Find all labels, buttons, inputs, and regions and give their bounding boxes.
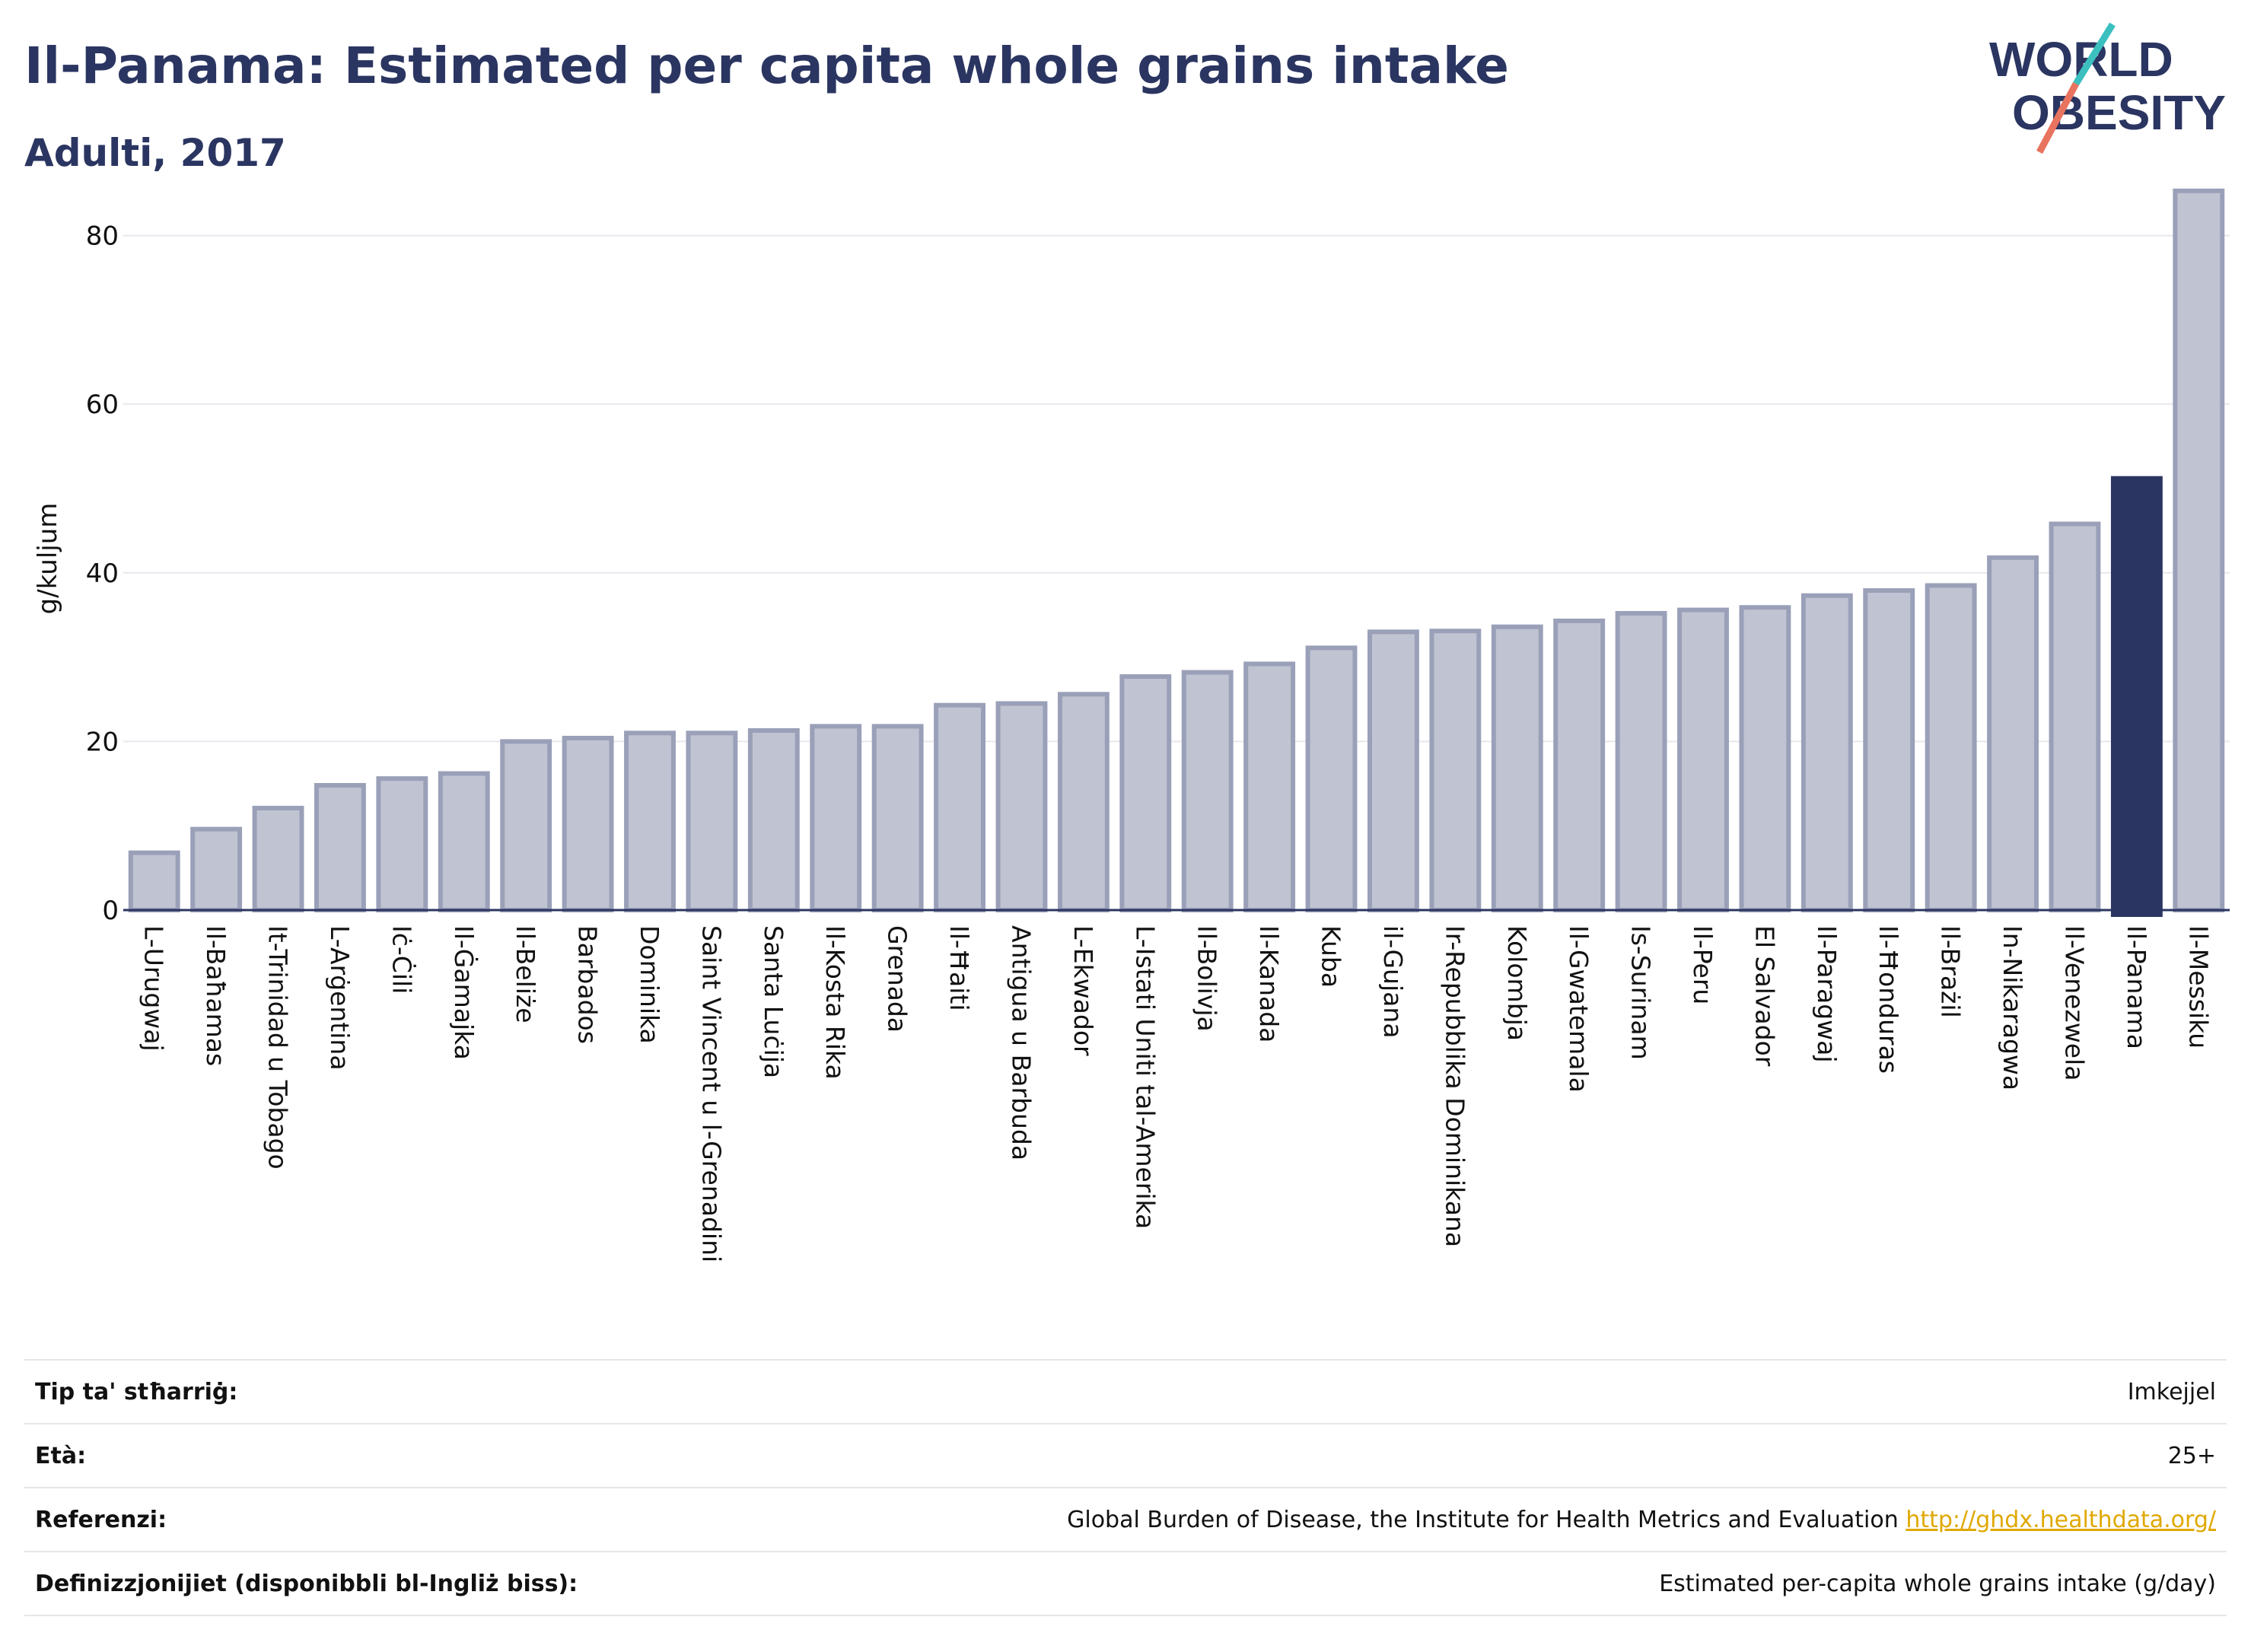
bar xyxy=(1800,593,1853,912)
x-tick-label: Il-Brażil xyxy=(1936,925,1966,1018)
x-tick-label: Il-Ħaiti xyxy=(944,925,974,1011)
bar xyxy=(1615,610,1667,913)
reference-text: Global Burden of Disease, the Institute … xyxy=(1067,1506,1899,1533)
x-tick-label: Il-Bolivja xyxy=(1192,925,1222,1032)
x-tick-label: Il-Peru xyxy=(1688,925,1718,1004)
meta-row-definitions: Definizzjonijiet (disponibbli bl-Ingliż … xyxy=(24,1551,2227,1616)
logo-slash-coral xyxy=(2036,81,2079,154)
x-tick-label: Santa Luċija xyxy=(759,925,788,1078)
bar xyxy=(624,731,676,913)
meta-label: Referenzi: xyxy=(35,1506,167,1533)
bars xyxy=(128,188,2225,917)
x-tick-label: Il-Gwatemala xyxy=(1564,925,1594,1093)
y-axis-ticks: 0 20 40 60 80 xyxy=(86,221,119,926)
bar xyxy=(562,735,614,912)
x-tick-label: il-Gujana xyxy=(1378,925,1408,1038)
x-tick-label: Grenada xyxy=(883,925,912,1033)
reference-link[interactable]: http://ghdx.healthdata.org/ xyxy=(1906,1506,2216,1533)
bar xyxy=(1553,618,1606,913)
bar xyxy=(376,776,428,913)
x-tick-label: Il-Messiku xyxy=(2183,925,2213,1049)
bar-highlight xyxy=(2110,476,2163,917)
meta-label: Definizzjonijiet (disponibbli bl-Ingliż … xyxy=(35,1570,578,1597)
meta-value: Estimated per-capita whole grains intake… xyxy=(1659,1570,2216,1597)
world-obesity-logo: WORLD OBESITY xyxy=(1989,23,2226,154)
x-tick-label: L-Ekwador xyxy=(1068,925,1098,1056)
bar xyxy=(1119,674,1172,913)
bar xyxy=(1863,588,1915,913)
x-tick-label: Kuba xyxy=(1317,925,1346,988)
meta-label: Tip ta' stħarriġ: xyxy=(35,1378,238,1405)
x-tick-label: L-Arġentina xyxy=(325,925,355,1071)
x-tick-label: Barbados xyxy=(573,925,603,1044)
meta-row-references: Referenzi: Global Burden of Disease, the… xyxy=(24,1487,2227,1551)
y-tick-label: 0 xyxy=(102,896,119,926)
y-tick-label: 40 xyxy=(86,559,119,589)
x-tick-label: Saint Vincent u l-Grenadini xyxy=(696,925,726,1262)
meta-value: 25+ xyxy=(2167,1442,2216,1469)
y-tick-label: 60 xyxy=(86,390,119,420)
bar xyxy=(2173,188,2225,912)
bar xyxy=(871,724,924,912)
x-tick-label: L-Istati Uniti tal-Amerika xyxy=(1130,925,1160,1229)
x-tick-label: El Salvador xyxy=(1750,925,1779,1067)
meta-label: Età: xyxy=(35,1442,87,1469)
x-tick-label: Antigua u Barbuda xyxy=(1006,925,1036,1160)
x-tick-label: Dominika xyxy=(635,925,664,1044)
bar xyxy=(747,727,800,912)
bar xyxy=(314,783,366,912)
bar xyxy=(1057,692,1110,912)
x-tick-label: Il-Beliże xyxy=(511,925,540,1023)
bar xyxy=(252,805,304,912)
meta-row-survey-type: Tip ta' stħarriġ: Imkejjel xyxy=(24,1359,2227,1423)
meta-value: Global Burden of Disease, the Institute … xyxy=(1067,1507,2216,1533)
x-tick-label: Il-Panama xyxy=(2122,925,2151,1049)
x-tick-label: Il-Paragwaj xyxy=(1812,925,1842,1063)
x-tick-label: Kolombja xyxy=(1502,925,1532,1041)
x-tick-label: In-Nikaragwa xyxy=(1998,925,2027,1090)
chart-subtitle: Adulti, 2017 xyxy=(24,131,286,175)
bar xyxy=(1367,629,1419,913)
bar xyxy=(1491,624,1543,912)
bar xyxy=(995,701,1048,912)
bar-chart: 0 20 40 60 80 L-Urugwaj Il-Baħamas It-Trinidad… xyxy=(33,188,2230,1262)
x-tick-label: Il-Kanada xyxy=(1254,925,1284,1042)
bar xyxy=(1429,629,1482,912)
bar xyxy=(810,724,862,912)
y-axis-title: g/kuljum xyxy=(33,503,63,615)
x-tick-label: Is-Surinam xyxy=(1626,925,1656,1060)
metadata-table: Tip ta' stħarriġ: Imkejjel Età: 25+ Refe… xyxy=(24,1359,2227,1616)
x-tick-label: Il-Kosta Rika xyxy=(820,925,850,1080)
bar xyxy=(1739,605,1791,912)
x-tick-label: Il-Ġamajka xyxy=(449,925,479,1060)
bar xyxy=(500,739,552,912)
bar xyxy=(1305,645,1358,912)
bar xyxy=(1987,555,2039,912)
x-axis-labels: L-Urugwaj Il-Baħamas It-Trinidad u Tobago L… xyxy=(139,925,2214,1262)
bar xyxy=(438,771,490,913)
meta-row-age: Età: 25+ xyxy=(24,1423,2227,1487)
y-tick-label: 20 xyxy=(86,727,119,757)
bar xyxy=(190,826,243,912)
bar xyxy=(128,850,180,912)
bar xyxy=(1925,583,1977,912)
meta-value: Imkejjel xyxy=(2127,1378,2216,1405)
x-tick-label: Iċ-Ċili xyxy=(387,925,417,994)
bar xyxy=(1243,661,1296,912)
x-tick-label: Il-Ħonduras xyxy=(1874,925,1903,1074)
x-tick-label: Il-Baħamas xyxy=(201,925,231,1066)
x-tick-label: It-Trinidad u Tobago xyxy=(263,925,293,1170)
bar xyxy=(686,731,738,913)
logo-slash-teal xyxy=(2073,23,2116,86)
chart-title: Il-Panama: Estimated per capita whole gr… xyxy=(24,37,1509,95)
bar xyxy=(1677,607,1729,912)
bar xyxy=(934,702,985,912)
x-tick-label: Il-Venezwela xyxy=(2059,925,2089,1081)
x-tick-label: Ir-Repubblika Dominikana xyxy=(1440,925,1469,1247)
y-tick-label: 80 xyxy=(86,221,119,252)
bar xyxy=(2049,521,2101,912)
bar xyxy=(1181,670,1234,912)
x-tick-label: L-Urugwaj xyxy=(139,925,169,1052)
